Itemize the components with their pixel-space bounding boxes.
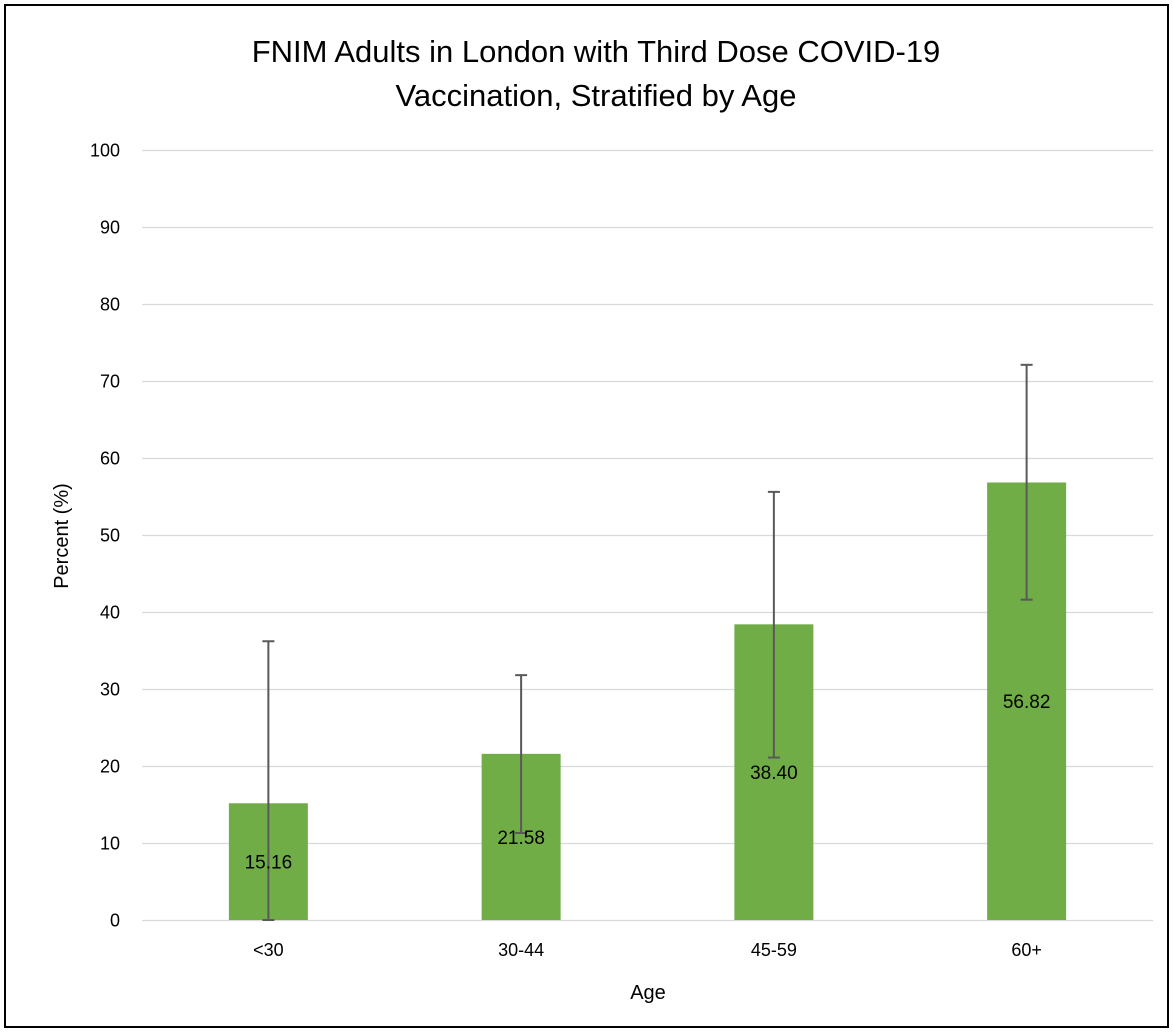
data-label: 38.40 [750,763,798,784]
chart-frame [4,4,1169,1028]
gridlines [142,149,1153,922]
y-axis-title: Percent (%) [51,483,73,589]
data-label: 21.58 [497,828,545,849]
y-tick-label: 100 [90,141,120,161]
data-label: 15.16 [245,853,293,874]
y-axis-ticks: 0 10 20 30 40 50 60 70 80 90 100 [90,141,120,931]
bars [228,482,1067,920]
y-tick-label: 90 [100,218,120,238]
y-tick-label: 20 [100,757,120,777]
y-tick-label: 40 [100,603,120,623]
x-tick-label: 30-44 [498,940,544,960]
y-tick-label: 70 [100,372,120,392]
x-axis-ticks: <30 30-44 45-59 60+ [253,940,1042,960]
data-labels: 15.16 21.58 38.40 56.82 [245,692,1051,873]
y-tick-label: 80 [100,295,120,315]
x-tick-label: <30 [253,940,284,960]
y-tick-label: 30 [100,680,120,700]
x-tick-label: 45-59 [751,940,797,960]
y-tick-label: 60 [100,449,120,469]
y-tick-label: 50 [100,526,120,546]
error-bars [262,363,1033,921]
x-axis-title: Age [630,982,666,1004]
chart-title-line-1: FNIM Adults in London with Third Dose CO… [252,34,941,69]
data-label: 56.82 [1003,692,1051,713]
y-tick-label: 10 [100,834,120,854]
x-tick-label: 60+ [1011,940,1042,960]
chart-title-line-2: Vaccination, Stratified by Age [396,78,797,113]
y-tick-label: 0 [110,911,120,931]
